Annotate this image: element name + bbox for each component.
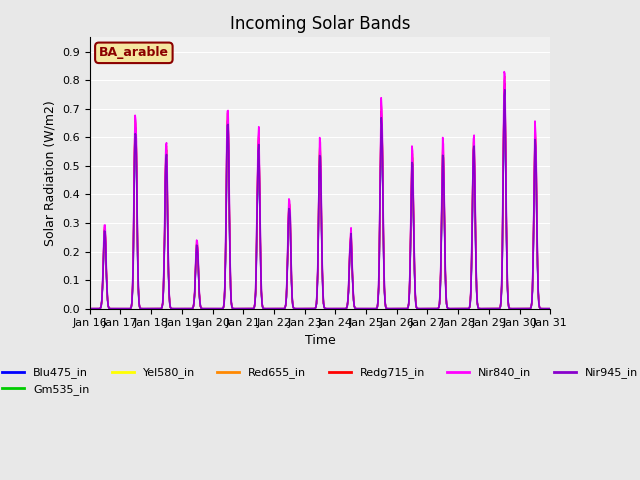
Gm535_in: [213, 306, 221, 312]
Redg715_in: [141, 306, 149, 312]
Redg715_in: [189, 305, 196, 311]
Blu475_in: [94, 306, 102, 312]
Yel580_in: [390, 306, 397, 312]
X-axis label: Time: Time: [305, 334, 335, 347]
Nir840_in: [500, 69, 508, 74]
Redg715_in: [547, 306, 554, 312]
Redg715_in: [501, 81, 509, 86]
Redg715_in: [94, 306, 102, 312]
Red655_in: [501, 73, 509, 79]
Nir945_in: [213, 306, 221, 312]
Nir840_in: [178, 306, 186, 312]
Redg715_in: [86, 306, 93, 312]
Nir945_in: [86, 306, 93, 312]
Red655_in: [86, 306, 93, 312]
Red655_in: [547, 306, 554, 312]
Y-axis label: Solar Radiation (W/m2): Solar Radiation (W/m2): [44, 100, 56, 246]
Blu475_in: [213, 306, 221, 312]
Gm535_in: [547, 306, 554, 312]
Yel580_in: [94, 306, 102, 312]
Gm535_in: [94, 306, 102, 312]
Yel580_in: [189, 305, 196, 311]
Redg715_in: [390, 306, 397, 312]
Line: Gm535_in: Gm535_in: [90, 97, 550, 309]
Gm535_in: [86, 306, 93, 312]
Nir945_in: [390, 306, 397, 312]
Nir945_in: [178, 306, 186, 312]
Gm535_in: [189, 305, 196, 311]
Nir945_in: [189, 305, 196, 311]
Red655_in: [94, 306, 102, 312]
Redg715_in: [178, 306, 186, 312]
Nir840_in: [547, 306, 554, 312]
Red655_in: [189, 305, 196, 311]
Line: Redg715_in: Redg715_in: [90, 84, 550, 309]
Blu475_in: [86, 306, 93, 312]
Nir840_in: [189, 305, 196, 311]
Yel580_in: [376, 201, 384, 207]
Redg715_in: [376, 197, 384, 203]
Yel580_in: [141, 306, 149, 312]
Gm535_in: [141, 306, 149, 312]
Blu475_in: [500, 104, 508, 110]
Blu475_in: [178, 306, 186, 312]
Red655_in: [178, 306, 186, 312]
Blu475_in: [390, 306, 397, 312]
Text: BA_arable: BA_arable: [99, 47, 169, 60]
Yel580_in: [178, 306, 186, 312]
Red655_in: [390, 306, 397, 312]
Yel580_in: [213, 306, 221, 312]
Nir840_in: [94, 306, 102, 312]
Nir945_in: [94, 306, 102, 312]
Yel580_in: [547, 306, 554, 312]
Nir945_in: [547, 306, 554, 312]
Red655_in: [213, 306, 221, 312]
Legend: Blu475_in, Gm535_in, Yel580_in, Red655_in, Redg715_in, Nir840_in, Nir945_in: Blu475_in, Gm535_in, Yel580_in, Red655_i…: [0, 363, 640, 399]
Nir840_in: [213, 306, 221, 312]
Nir945_in: [376, 201, 384, 207]
Gm535_in: [390, 306, 397, 312]
Red655_in: [141, 306, 149, 312]
Blu475_in: [376, 210, 384, 216]
Yel580_in: [501, 82, 509, 88]
Title: Incoming Solar Bands: Incoming Solar Bands: [230, 15, 410, 33]
Blu475_in: [547, 306, 554, 312]
Line: Red655_in: Red655_in: [90, 76, 550, 309]
Yel580_in: [86, 306, 93, 312]
Gm535_in: [376, 205, 384, 211]
Line: Nir840_in: Nir840_in: [90, 72, 550, 309]
Gm535_in: [178, 306, 186, 312]
Nir840_in: [86, 306, 93, 312]
Gm535_in: [501, 94, 509, 100]
Nir945_in: [501, 87, 509, 93]
Blu475_in: [141, 306, 149, 312]
Line: Blu475_in: Blu475_in: [90, 107, 550, 309]
Line: Yel580_in: Yel580_in: [90, 85, 550, 309]
Nir840_in: [376, 193, 384, 199]
Nir945_in: [141, 306, 149, 312]
Line: Nir945_in: Nir945_in: [90, 90, 550, 309]
Nir840_in: [141, 306, 149, 312]
Redg715_in: [213, 306, 221, 312]
Red655_in: [376, 197, 384, 203]
Nir840_in: [390, 306, 397, 312]
Blu475_in: [189, 305, 196, 311]
